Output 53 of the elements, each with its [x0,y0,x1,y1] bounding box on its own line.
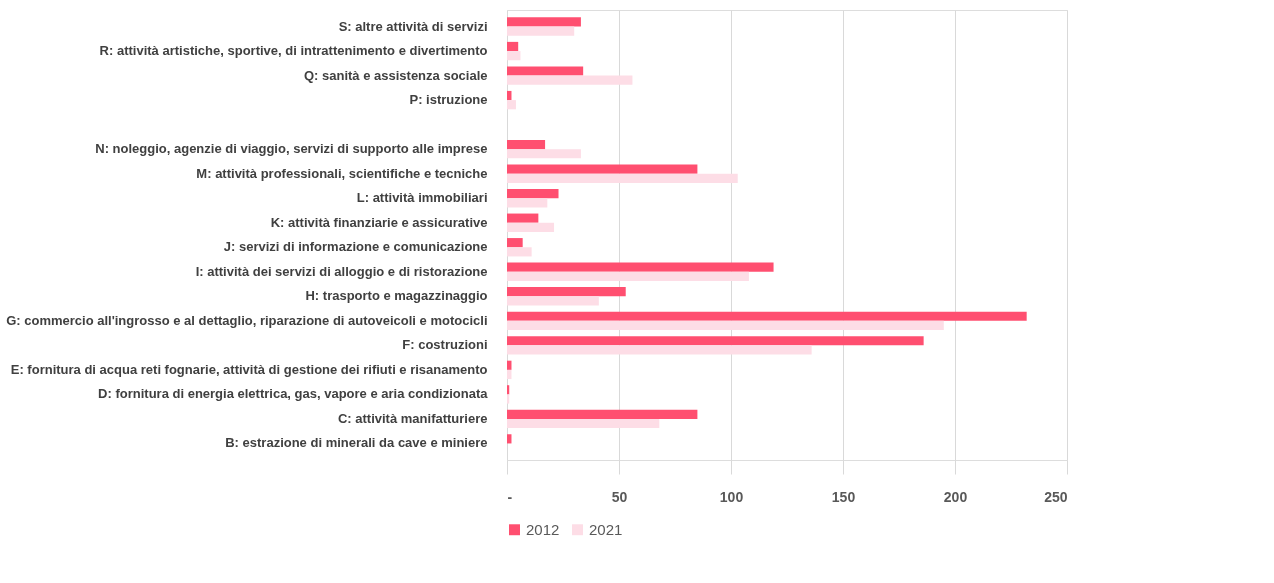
bar [507,51,521,61]
y-tick-label: F: costruzioni [402,337,488,353]
y-tick-label: L: attività immobiliari [356,190,488,206]
y-tick-label: C: attività manifatturiere [337,410,488,426]
bar [507,222,555,232]
y-tick-label: S: altre attività di servizi [338,18,488,34]
x-tick-label: 200 [943,488,968,505]
bar [507,409,698,419]
bar [507,17,581,27]
x-tick-label: 150 [831,488,856,505]
y-tick-label: J: servizi di informazione e comunicazione [223,239,488,255]
y-tick-label: R: attività artistiche, sportive, di intrattenimento e divertimento [99,43,488,59]
bar [507,164,698,174]
y-tick-label: N: noleggio, agenzie di viaggio, servizi di supporto alle imprese [95,141,488,157]
y-tick-label: I: attività dei servizi di alloggio e di ristorazione [195,263,488,279]
bar [507,262,774,272]
x-tick-label: 50 [611,488,628,505]
bar [507,336,924,346]
bar [507,189,559,199]
y-tick-label: B: estrazione di minerali da cave e miniere [225,435,488,451]
bar [507,247,532,257]
bar [507,66,584,76]
bar [507,41,519,52]
y-tick-label: Q: sanità e assistenza sociale [303,67,488,83]
x-tick-label: - [507,488,513,505]
bar [507,139,546,150]
bar [507,213,539,223]
y-tick-label: K: attività finanziarie e assicurative [270,214,488,230]
y-tick-label: M: attività professionali, scientifiche e tecniche [196,165,488,181]
bar [507,287,626,297]
y-tick-label: H: trasporto e magazzinaggio [305,288,488,304]
x-tick-label: 100 [719,488,744,505]
bar [507,311,1027,321]
bar [507,238,523,248]
y-tick-label: D: fornitura di energia elettrica, gas, vapore e aria condizionata [98,386,489,402]
bar [507,271,749,281]
bar [507,345,812,355]
y-tick-label: E: fornitura di acqua reti fognarie, attività di gestione dei rifiuti e risanamento [10,361,488,377]
y-tick-label: G: commercio all'ingrosso e al dettaglio, riparazione di autoveicoli e motocicli [6,312,488,328]
x-tick-label: 250 [1044,488,1068,505]
bar [507,75,633,85]
bar [507,320,944,331]
bar [507,418,660,429]
bar [507,296,599,306]
bar [507,173,738,183]
bar [507,100,516,110]
y-tick-label: P: istruzione [409,92,488,108]
bar [507,198,548,208]
bar [507,26,575,36]
bar [507,149,581,159]
bar [507,394,510,404]
legend-label: 2021 [589,520,623,538]
legend-label: 2012 [526,520,560,538]
